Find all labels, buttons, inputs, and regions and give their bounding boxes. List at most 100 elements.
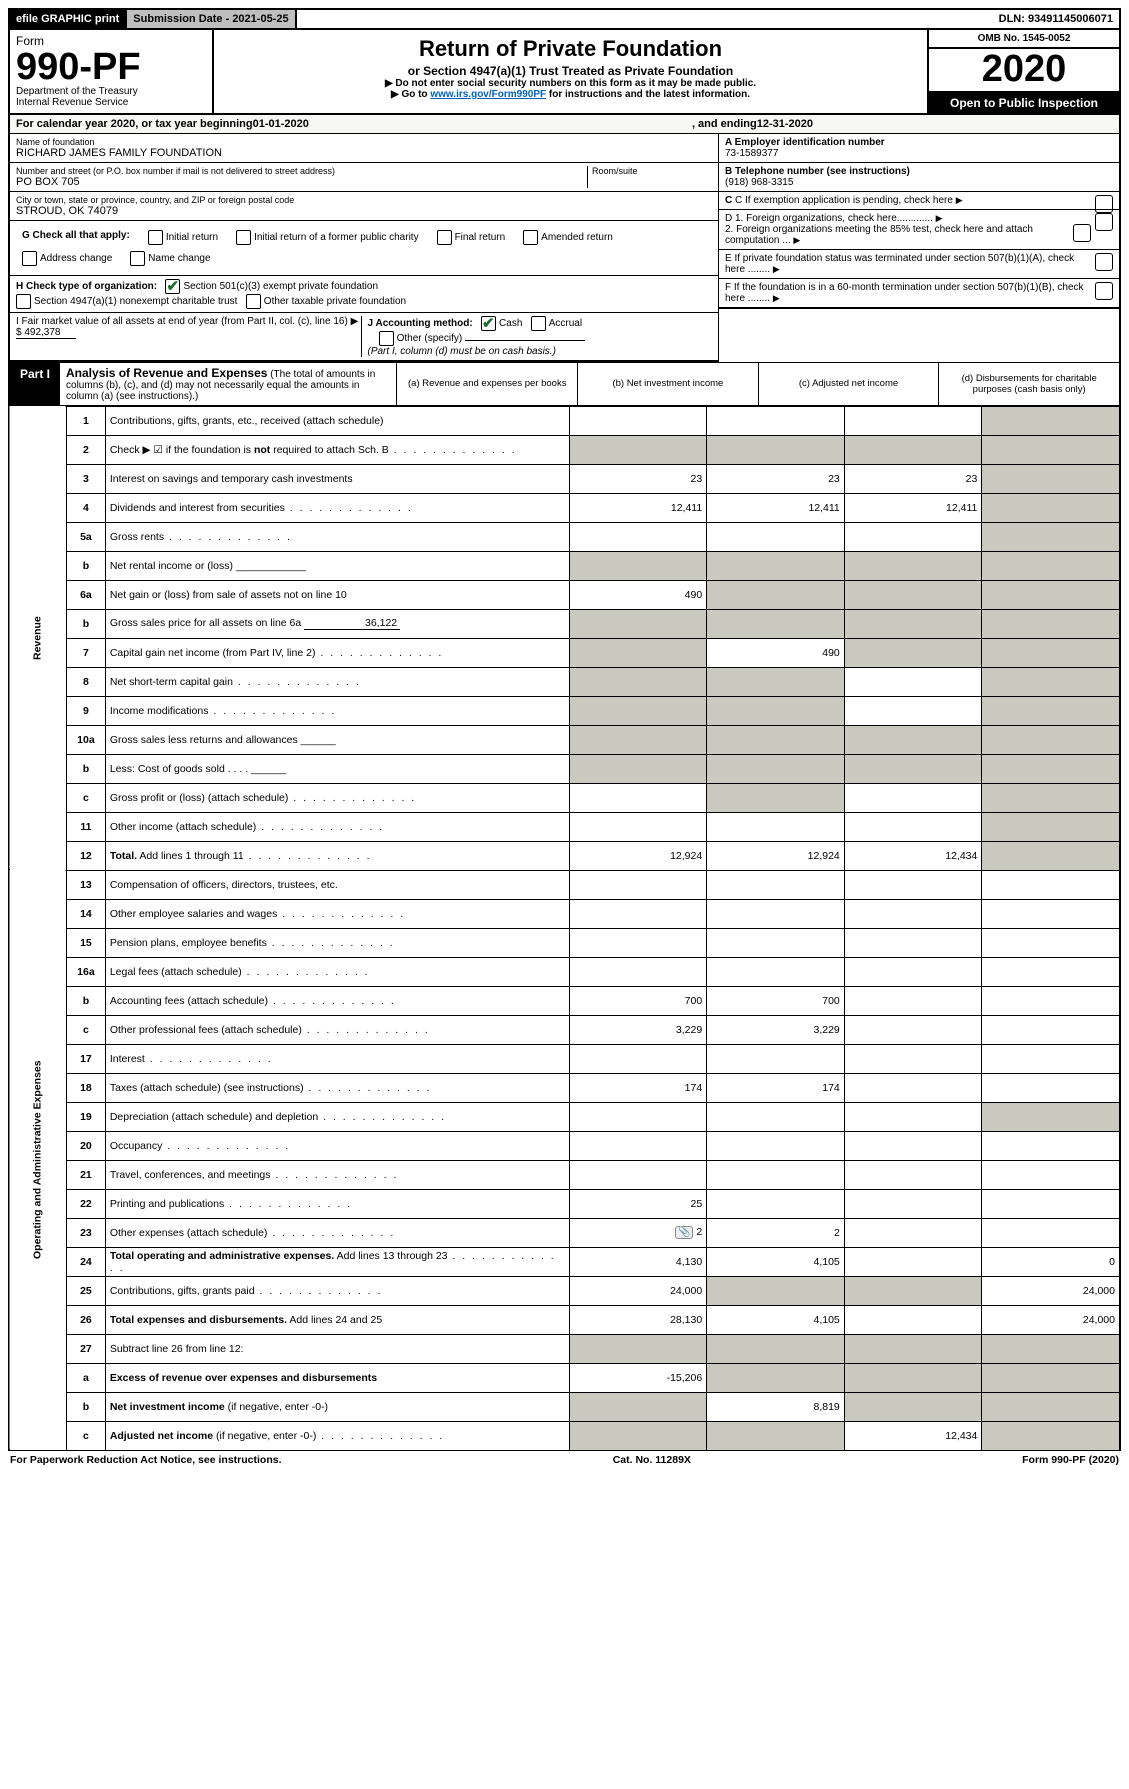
header-row: Form 990-PF Department of the Treasury I… — [8, 30, 1121, 115]
chk-e[interactable] — [1095, 253, 1113, 271]
chk-501c3[interactable] — [165, 279, 180, 294]
g-label: G Check all that apply: — [22, 230, 130, 245]
chk-cash[interactable] — [481, 316, 496, 331]
table-row: 11Other income (attach schedule) — [9, 812, 1120, 841]
c-label: C If exemption application is pending, c… — [735, 195, 953, 206]
cal-begin: 01-01-2020 — [253, 118, 309, 130]
part1-label: Part I — [10, 363, 60, 405]
chk-d2[interactable] — [1073, 224, 1091, 242]
table-row: 16aLegal fees (attach schedule) — [9, 957, 1120, 986]
chk-final-return[interactable] — [437, 230, 452, 245]
table-row: 19Depreciation (attach schedule) and dep… — [9, 1102, 1120, 1131]
part1-header: Part I Analysis of Revenue and Expenses … — [8, 362, 1121, 406]
table-row: 4Dividends and interest from securities1… — [9, 493, 1120, 522]
table-row: bGross sales price for all assets on lin… — [9, 609, 1120, 638]
table-row: bNet rental income or (loss) ___________… — [9, 551, 1120, 580]
part1-table: Revenue1Contributions, gifts, grants, et… — [8, 406, 1121, 1451]
chk-amended[interactable] — [523, 230, 538, 245]
table-row: 20Occupancy — [9, 1131, 1120, 1160]
col-c-head: (c) Adjusted net income — [759, 363, 940, 405]
table-row: 6aNet gain or (loss) from sale of assets… — [9, 580, 1120, 609]
chk-accrual[interactable] — [531, 316, 546, 331]
dln-label: DLN: 93491145006071 — [993, 10, 1119, 28]
table-row: aExcess of revenue over expenses and dis… — [9, 1363, 1120, 1392]
i-value: $ 492,378 — [16, 327, 76, 339]
a-value: 73-1589377 — [725, 148, 778, 159]
table-row: 7Capital gain net income (from Part IV, … — [9, 638, 1120, 667]
chk-d1[interactable] — [1095, 213, 1113, 231]
table-row: cOther professional fees (attach schedul… — [9, 1015, 1120, 1044]
table-row: 17Interest — [9, 1044, 1120, 1073]
j-note: (Part I, column (d) must be on cash basi… — [368, 346, 556, 357]
chk-name-change[interactable] — [130, 251, 145, 266]
table-row: bLess: Cost of goods sold . . . . ______ — [9, 754, 1120, 783]
top-bar: efile GRAPHIC print Submission Date - 20… — [8, 8, 1121, 30]
info-block: Name of foundation RICHARD JAMES FAMILY … — [8, 134, 1121, 362]
cal-pre: For calendar year 2020, or tax year begi… — [16, 118, 253, 130]
submission-date: Submission Date - 2021-05-25 — [127, 10, 296, 28]
table-row: 18Taxes (attach schedule) (see instructi… — [9, 1073, 1120, 1102]
a-label: A Employer identification number — [725, 137, 885, 148]
table-row: 14Other employee salaries and wages — [9, 899, 1120, 928]
calendar-row: For calendar year 2020, or tax year begi… — [8, 115, 1121, 134]
table-row: 10aGross sales less returns and allowanc… — [9, 725, 1120, 754]
city-value: STROUD, OK 74079 — [16, 205, 712, 217]
city-label: City or town, state or province, country… — [16, 195, 712, 205]
tax-year: 2020 — [929, 49, 1119, 93]
inspection-label: Open to Public Inspection — [929, 93, 1119, 113]
irs-link[interactable]: www.irs.gov/Form990PF — [430, 89, 546, 100]
table-row: 8Net short-term capital gain — [9, 667, 1120, 696]
table-row: 9Income modifications — [9, 696, 1120, 725]
col-d-head: (d) Disbursements for charitable purpose… — [939, 363, 1119, 405]
chk-address-change[interactable] — [22, 251, 37, 266]
table-row: bNet investment income (if negative, ent… — [9, 1392, 1120, 1421]
goto-post: for instructions and the latest informat… — [549, 89, 750, 100]
cal-end: 12-31-2020 — [757, 118, 813, 130]
chk-f[interactable] — [1095, 282, 1113, 300]
table-row: Revenue1Contributions, gifts, grants, et… — [9, 406, 1120, 435]
table-row: cAdjusted net income (if negative, enter… — [9, 1421, 1120, 1450]
attachment-icon[interactable]: 📎 — [675, 1226, 693, 1239]
table-row: Operating and Administrative Expenses13C… — [9, 870, 1120, 899]
d1-label: D 1. Foreign organizations, check here..… — [725, 213, 933, 224]
table-row: cGross profit or (loss) (attach schedule… — [9, 783, 1120, 812]
form-subtitle: or Section 4947(a)(1) Trust Treated as P… — [218, 64, 923, 78]
table-row: 12Total. Add lines 1 through 1112,92412,… — [9, 841, 1120, 870]
table-row: 25Contributions, gifts, grants paid24,00… — [9, 1276, 1120, 1305]
footer-mid: Cat. No. 11289X — [613, 1454, 691, 1466]
table-row: 21Travel, conferences, and meetings — [9, 1160, 1120, 1189]
table-row: 22Printing and publications25 — [9, 1189, 1120, 1218]
chk-initial-return[interactable] — [148, 230, 163, 245]
dept-line-2: Internal Revenue Service — [16, 97, 206, 108]
chk-other-acct[interactable] — [379, 331, 394, 346]
room-label: Room/suite — [592, 166, 712, 176]
i-label: I Fair market value of all assets at end… — [16, 316, 358, 327]
j-label: J Accounting method: — [368, 318, 473, 329]
expenses-side-label: Operating and Administrative Expenses — [9, 870, 67, 1450]
table-row: 26Total expenses and disbursements. Add … — [9, 1305, 1120, 1334]
b-label: B Telephone number (see instructions) — [725, 166, 910, 177]
chk-other-tax[interactable] — [246, 294, 261, 309]
form-title: Return of Private Foundation — [218, 36, 923, 62]
goto-pre: ▶ Go to — [391, 89, 430, 100]
col-b-head: (b) Net investment income — [578, 363, 759, 405]
name-label: Name of foundation — [16, 137, 712, 147]
table-row: 15Pension plans, employee benefits — [9, 928, 1120, 957]
col-a-head: (a) Revenue and expenses per books — [397, 363, 578, 405]
addr-value: PO BOX 705 — [16, 176, 587, 188]
part1-title: Analysis of Revenue and Expenses — [66, 366, 267, 380]
dept-line-1: Department of the Treasury — [16, 86, 206, 97]
h-label: H Check type of organization: — [16, 281, 157, 292]
addr-label: Number and street (or P.O. box number if… — [16, 166, 587, 176]
section-g: G Check all that apply: Initial return I… — [16, 224, 712, 272]
cal-mid: , and ending — [692, 118, 757, 130]
table-row: 23Other expenses (attach schedule)📎 22 — [9, 1218, 1120, 1247]
efile-label: efile GRAPHIC print — [10, 10, 127, 28]
page-footer: For Paperwork Reduction Act Notice, see … — [8, 1451, 1121, 1469]
chk-initial-former[interactable] — [236, 230, 251, 245]
form-number: 990-PF — [16, 48, 206, 86]
chk-4947[interactable] — [16, 294, 31, 309]
revenue-side-label: Revenue — [9, 406, 67, 870]
footer-left: For Paperwork Reduction Act Notice, see … — [10, 1454, 282, 1466]
table-row: 3Interest on savings and temporary cash … — [9, 464, 1120, 493]
